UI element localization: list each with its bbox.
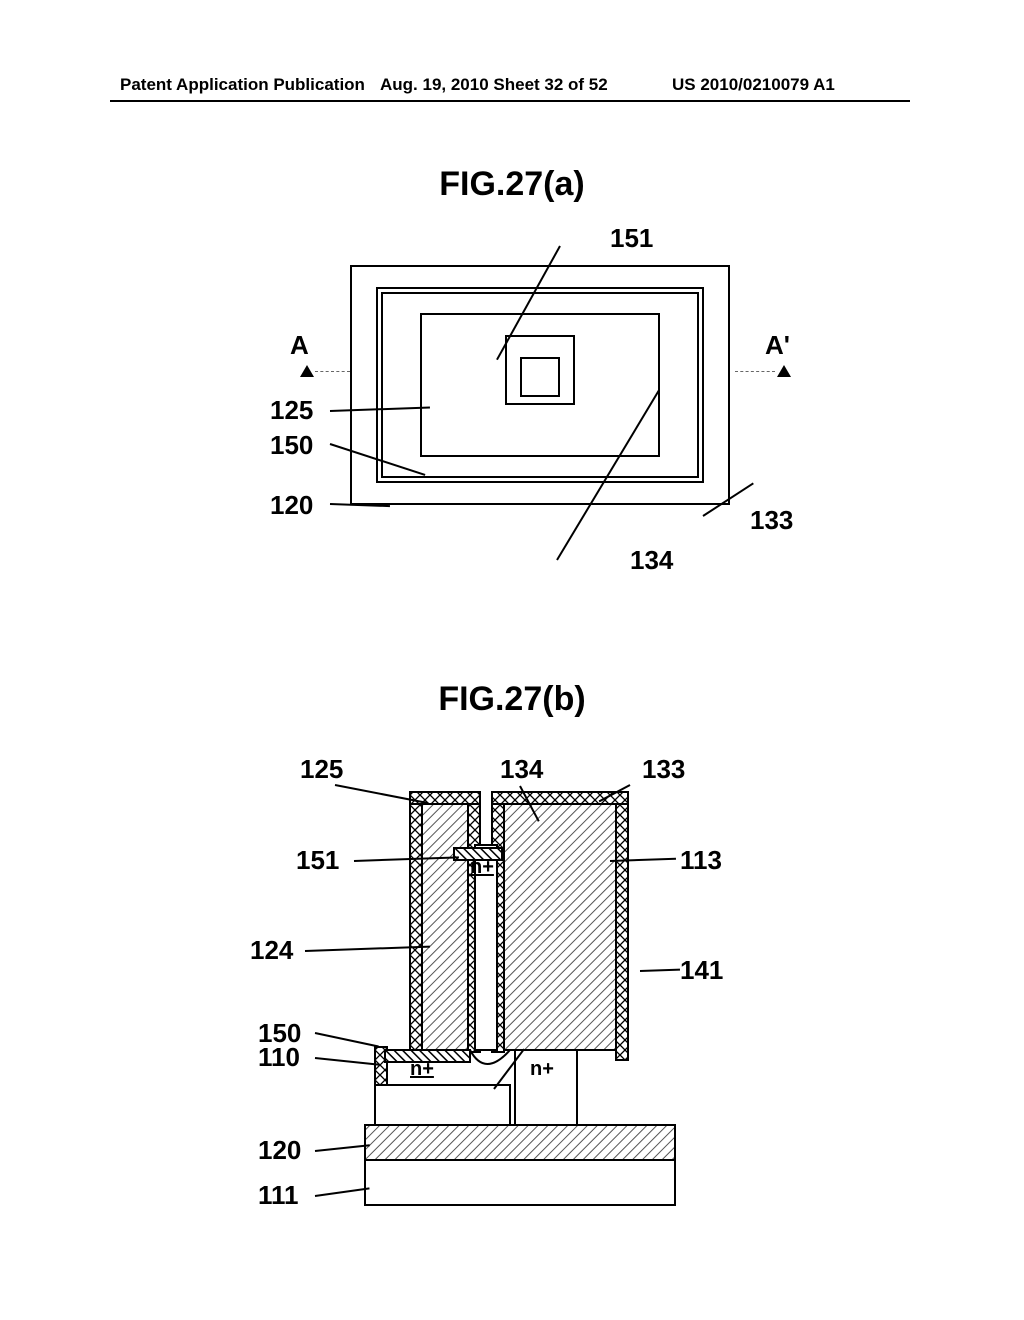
section-line-right <box>735 371 775 372</box>
page: Patent Application Publication Aug. 19, … <box>0 0 1024 1320</box>
arrow-marker-a-prime <box>777 365 791 377</box>
callout-b-133: 133 <box>642 754 685 785</box>
callout-b-113: 113 <box>680 845 722 876</box>
section-label-a-prime: A' <box>765 330 790 361</box>
region-text-n-plus-left: n+ <box>410 1058 434 1081</box>
callout-134: 134 <box>630 545 673 576</box>
figure-a: A A' 151 125 150 120 133 134 <box>260 235 760 585</box>
region-text-n-plus-top: n+ <box>470 856 494 879</box>
region-text-n-plus-right: n+ <box>530 1058 554 1081</box>
region-134 <box>520 357 560 397</box>
callout-b-110: 110 <box>258 1042 300 1073</box>
figure-b: n+ n+ n+ 125 134 133 151 113 124 141 150… <box>210 740 810 1240</box>
section-label-a: A <box>290 330 309 361</box>
callout-b-125: 125 <box>300 754 343 785</box>
callout-b-124: 124 <box>250 935 293 966</box>
header-publication: Patent Application Publication <box>120 75 365 95</box>
figure-a-title: FIG.27(a) <box>0 165 1024 204</box>
callout-125: 125 <box>270 395 313 426</box>
figure-b-title: FIG.27(b) <box>0 680 1024 719</box>
callout-133: 133 <box>750 505 793 536</box>
callout-b-151: 151 <box>296 845 339 876</box>
section-line-left <box>315 371 350 372</box>
callout-b-111: 111 <box>258 1180 299 1211</box>
header-rule <box>110 100 910 102</box>
callout-b-134: 134 <box>500 754 543 785</box>
arrow-marker-a <box>300 365 314 377</box>
header-sheet-info: Aug. 19, 2010 Sheet 32 of 52 <box>380 75 608 95</box>
callout-150: 150 <box>270 430 313 461</box>
callout-b-141: 141 <box>680 955 723 986</box>
callout-b-120: 120 <box>258 1135 301 1166</box>
callout-151: 151 <box>610 223 653 254</box>
header-doc-number: US 2010/0210079 A1 <box>672 75 835 95</box>
callout-120: 120 <box>270 490 313 521</box>
